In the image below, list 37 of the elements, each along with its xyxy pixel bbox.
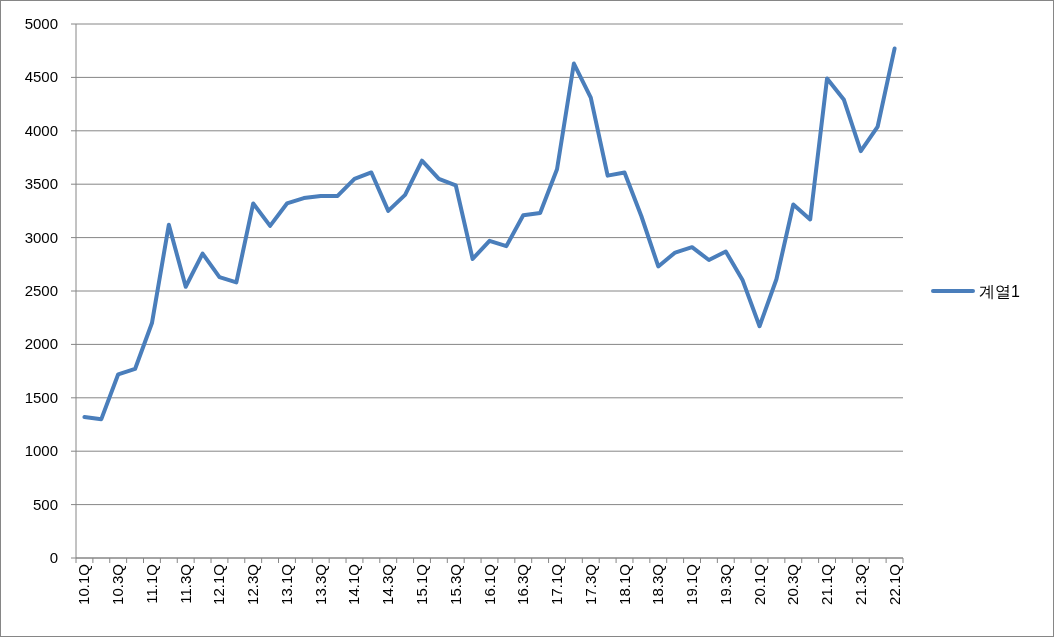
ytick: 500 — [32, 495, 58, 513]
xtick: 15.1Q — [413, 564, 430, 605]
xtick: 14.3Q — [379, 564, 397, 605]
ytick: 3000 — [24, 228, 58, 246]
xtick: 18.3Q — [649, 564, 667, 605]
xtick: 20.3Q — [784, 564, 802, 605]
xtick: 18.1Q — [615, 564, 633, 605]
xtick: 19.1Q — [683, 564, 701, 605]
ytick: 0 — [49, 549, 58, 566]
xtick: 10.3Q — [109, 564, 127, 605]
ytick: 2000 — [24, 335, 58, 353]
legend-label: 계열1 — [979, 283, 1020, 300]
xtick: 19.3Q — [716, 564, 734, 605]
xtick: 20.1Q — [750, 564, 768, 605]
xtick: 16.3Q — [514, 564, 532, 605]
ytick: 2500 — [24, 282, 58, 299]
ytick: 3500 — [24, 175, 58, 193]
ytick: 5000 — [24, 15, 58, 32]
xtick: 10.1Q — [75, 564, 93, 605]
xtick: 22.1Q — [885, 564, 903, 605]
xtick: 21.1Q — [818, 564, 836, 605]
ytick: 4000 — [24, 121, 58, 139]
xtick: 11.3Q — [176, 564, 194, 604]
xtick: 14.1Q — [345, 564, 363, 605]
xtick: 12.1Q — [210, 564, 228, 605]
xtick: 21.3Q — [851, 564, 869, 605]
xtick: 15.3Q — [446, 564, 464, 605]
xtick: 17.1Q — [548, 564, 565, 605]
xtick: 12.3Q — [244, 564, 262, 605]
xtick: 17.3Q — [581, 564, 599, 605]
xtick: 13.1Q — [277, 564, 295, 605]
ytick: 1000 — [24, 442, 58, 460]
xtick: 16.1Q — [480, 564, 498, 605]
xtick: 11.1Q — [142, 564, 160, 604]
ytick: 4500 — [24, 68, 58, 86]
xtick: 13.3Q — [311, 564, 329, 605]
ytick: 1500 — [24, 388, 58, 406]
